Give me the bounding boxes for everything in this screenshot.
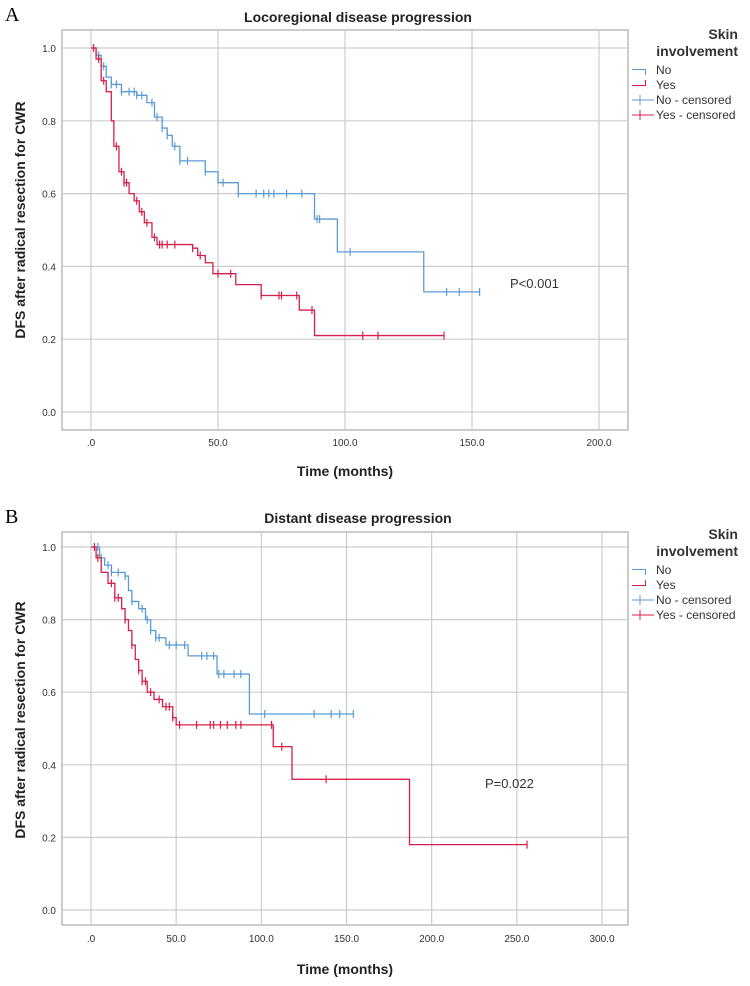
y-tick-label: 0.8 (42, 117, 56, 128)
y-axis-title-a: DFS after radical resection for CWR (12, 101, 28, 339)
x-axis-title-b: Time (months) (296, 961, 394, 977)
plot-frame (61, 531, 629, 926)
y-tick-label: 0.6 (42, 190, 56, 201)
legend-label: Yes (656, 77, 676, 92)
km-plot-b: 0.0 0.2 0.4 0.6 0.8 1.0 .0 50.0 100.0 150.0 200.0 2… (42, 531, 629, 945)
legend-label: Yes - censored (656, 107, 736, 122)
legend-title-line2: involvement (656, 43, 738, 59)
legend-item-yes-censored: Yes - censored (632, 607, 750, 622)
censor-cross-icon (632, 609, 654, 621)
x-tick-label: 300.0 (589, 934, 614, 945)
x-tick-label: 50.0 (208, 438, 228, 449)
x-tick-label: 200.0 (586, 438, 611, 449)
legend-title-line1: Skin (708, 526, 738, 542)
legend-label: No (656, 62, 672, 77)
x-tick-label: 250.0 (504, 934, 529, 945)
legend-label: No (656, 562, 672, 577)
step-line-icon (632, 579, 646, 586)
legend-item-no: No (632, 62, 750, 77)
y-tick-label: 0.4 (42, 761, 56, 772)
panel-label-b: B (5, 506, 19, 528)
legend-item-no: No (632, 562, 750, 577)
x-tick-label: 100.0 (332, 438, 357, 449)
x-tick-label: 100.0 (249, 934, 274, 945)
y-tick-label: 0.6 (42, 688, 56, 699)
y-tick-label: 0.2 (42, 833, 56, 844)
legend-item-yes: Yes (632, 577, 750, 592)
y-tick-label: 0.2 (42, 335, 56, 346)
chart-title-a: Locoregional disease progression (244, 9, 472, 25)
legend-item-no-censored: No - censored (632, 592, 750, 607)
legend-item-yes-censored: Yes - censored (632, 107, 750, 122)
p-value-a: P<0.001 (510, 276, 559, 291)
legend-item-no-censored: No - censored (632, 92, 750, 107)
censor-cross-icon (632, 594, 654, 606)
censor-cross-icon (632, 109, 654, 121)
legend-label: No - censored (656, 92, 732, 107)
x-tick-label: .0 (87, 934, 96, 945)
legend-title-line1: Skin (708, 26, 738, 42)
legend-title-line2: involvement (656, 543, 738, 559)
step-line-icon (632, 68, 646, 75)
legend-b: Skin involvement No Yes No - censored Ye… (632, 526, 750, 622)
x-tick-label: .0 (87, 438, 96, 449)
legend-a: Skin involvement No Yes No - censored Ye… (632, 26, 750, 122)
y-tick-label: 0.4 (42, 262, 56, 273)
legend-label: Yes (656, 577, 676, 592)
y-tick-label: 0.0 (42, 408, 56, 419)
censor-cross-icon (632, 94, 654, 106)
x-axis-title-a: Time (months) (296, 463, 394, 479)
y-tick-label: 0.8 (42, 616, 56, 627)
legend-item-yes: Yes (632, 77, 750, 92)
chart-title-b: Distant disease progression (264, 510, 452, 526)
y-tick-label: 1.0 (42, 543, 56, 554)
x-tick-label: 150.0 (459, 438, 484, 449)
step-line-icon (632, 79, 646, 86)
panel-label-a: A (5, 4, 20, 26)
legend-label: No - censored (656, 592, 732, 607)
y-tick-label: 1.0 (42, 44, 56, 55)
y-axis-title-b: DFS after radical resection for CWR (12, 601, 28, 839)
km-plot-a: 0.0 0.2 0.4 0.6 0.8 1.0 .0 50.0 100.0 150.0 200.0 (42, 29, 629, 449)
x-tick-label: 200.0 (419, 934, 444, 945)
step-line-icon (632, 568, 646, 575)
x-tick-label: 150.0 (334, 934, 359, 945)
legend-label: Yes - censored (656, 607, 736, 622)
y-tick-label: 0.0 (42, 906, 56, 917)
x-tick-label: 50.0 (166, 934, 186, 945)
p-value-b: P=0.022 (485, 776, 534, 791)
survival-curve-yes (91, 47, 445, 337)
